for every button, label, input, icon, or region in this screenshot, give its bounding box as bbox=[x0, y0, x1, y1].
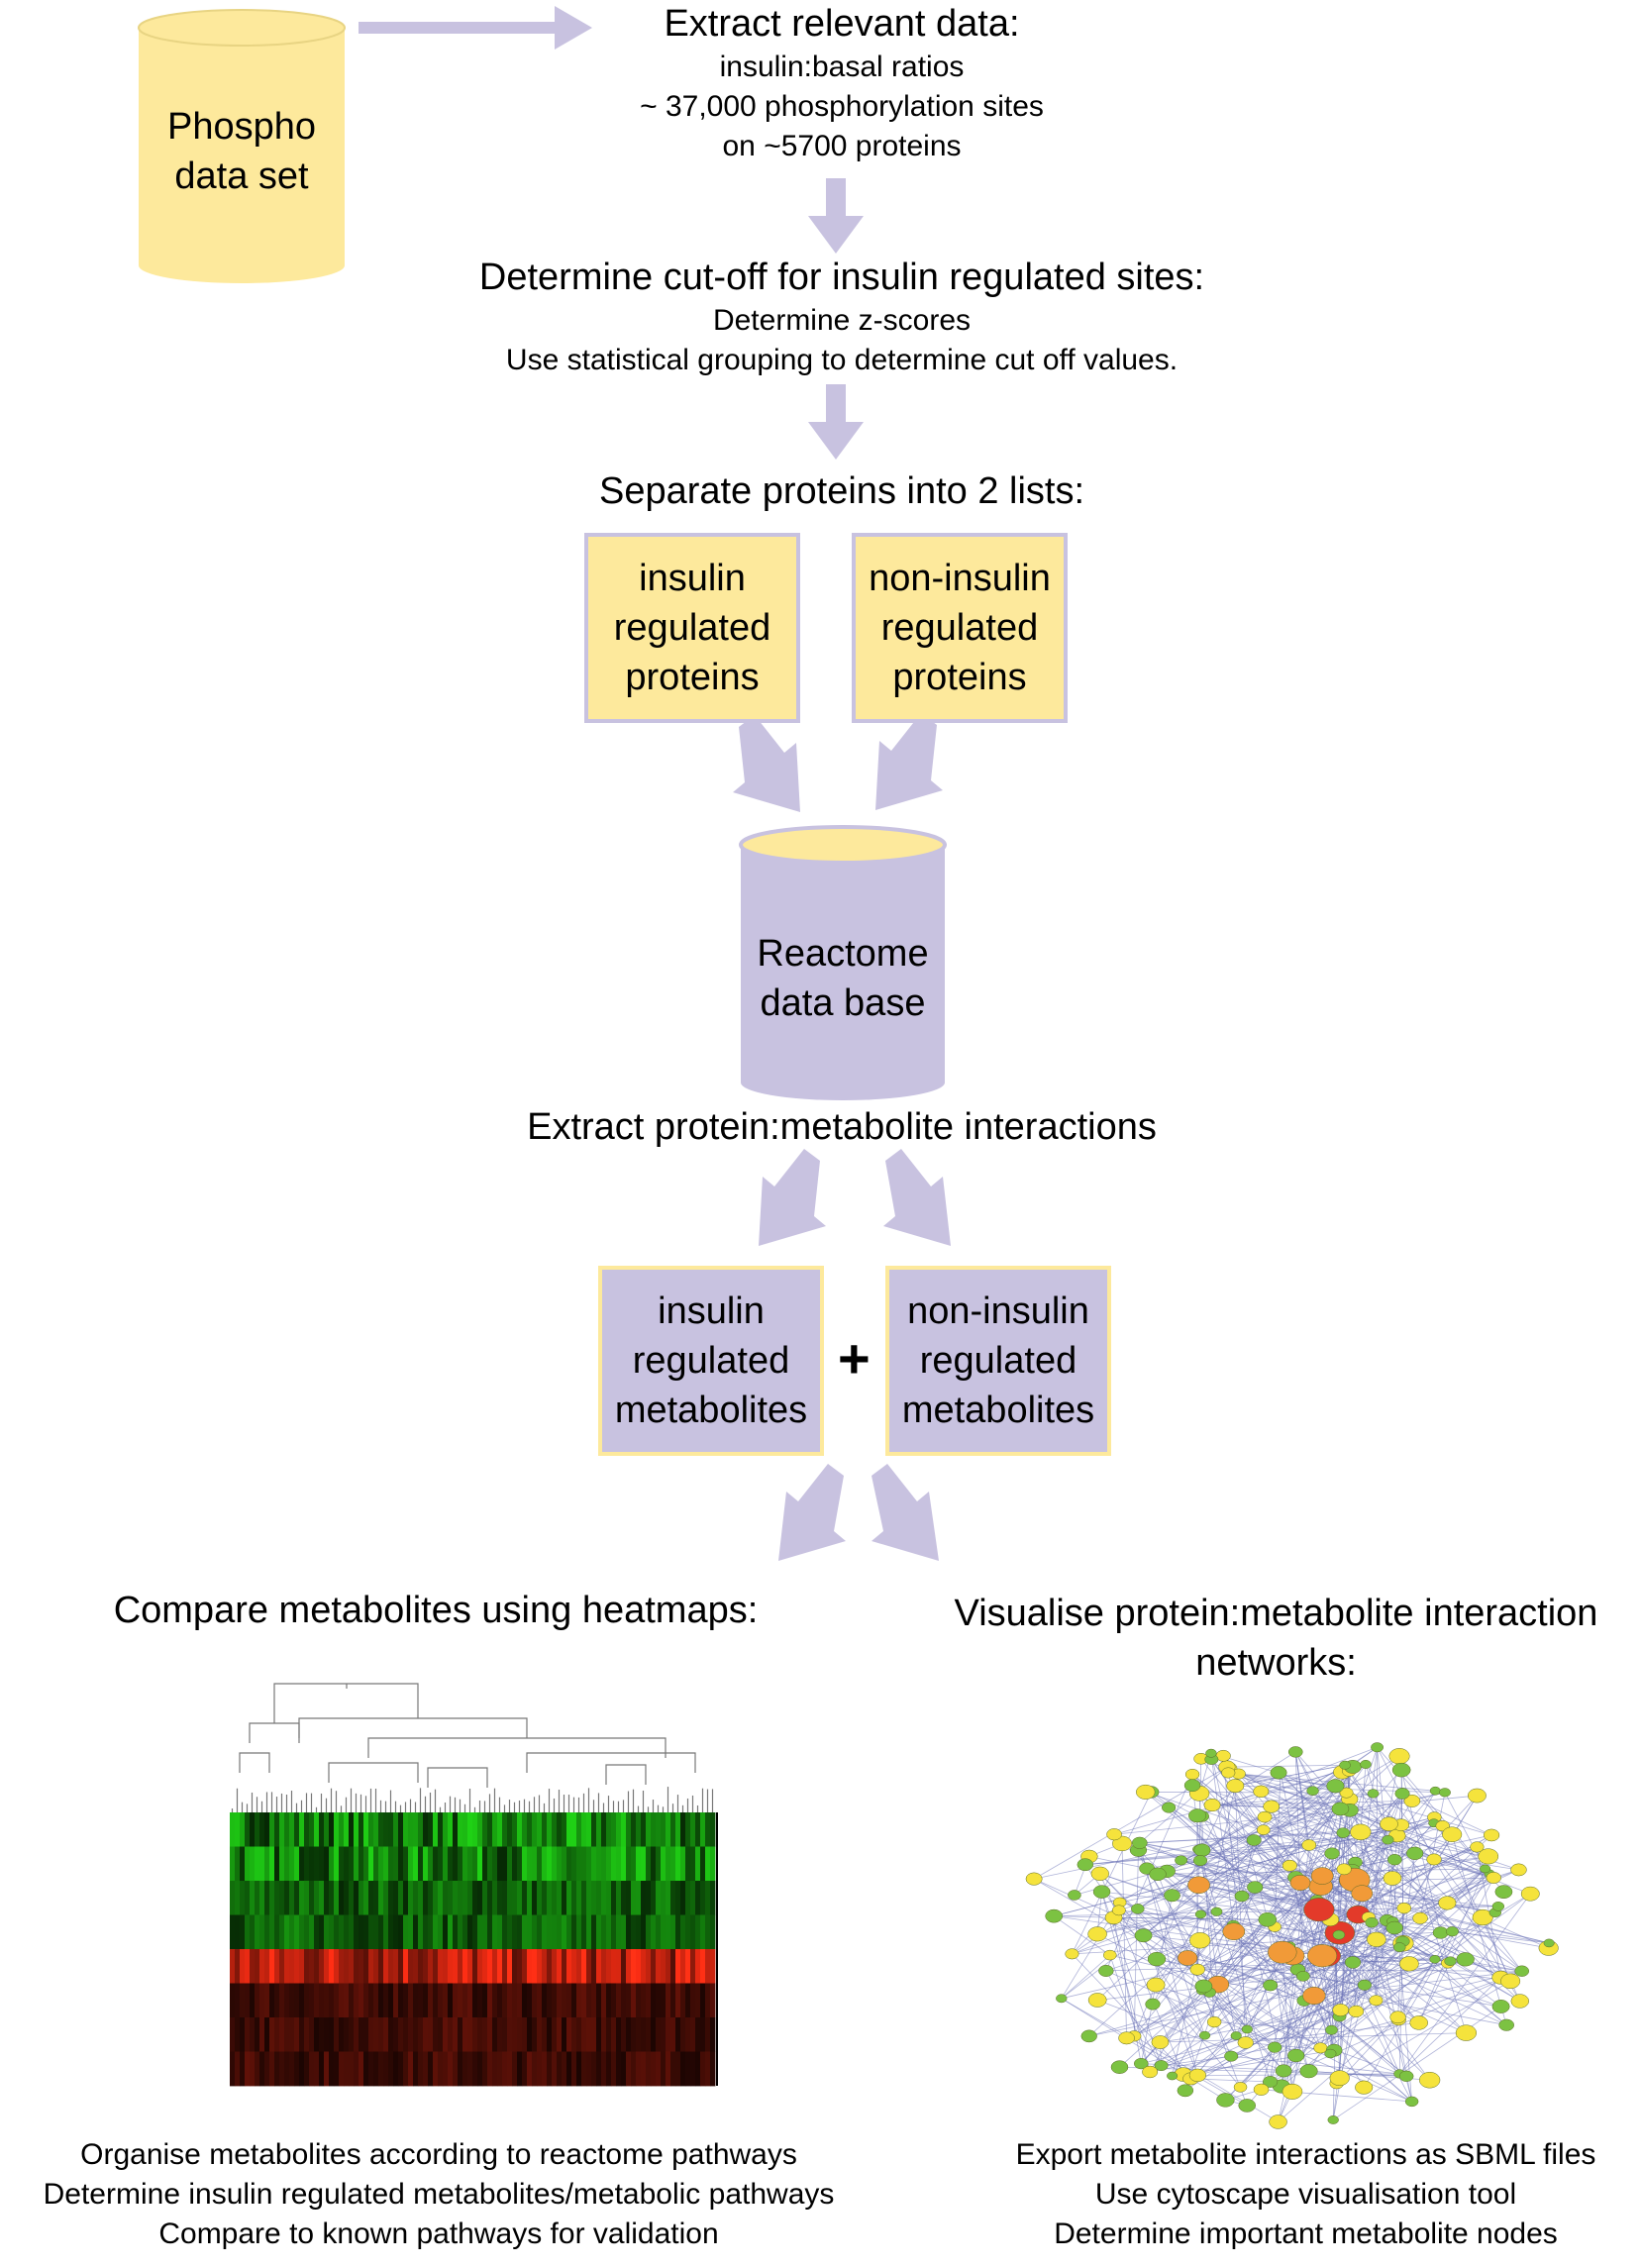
step1-heading: Extract relevant data: bbox=[664, 3, 1020, 45]
arrow-diag-left-extract bbox=[759, 1149, 826, 1246]
right-branch-details: Export metabolite interactions as SBML f… bbox=[971, 2135, 1641, 2254]
non-insulin-metabolites-box: non-insulin regulated metabolites bbox=[885, 1266, 1111, 1456]
left-branch-line: Determine insulin regulated metabolites/… bbox=[43, 2178, 835, 2211]
step2-details: Determine z-scores Use statistical group… bbox=[396, 301, 1287, 380]
arrow-down-1 bbox=[808, 178, 864, 254]
insulin-proteins-label: insulin regulated proteins bbox=[613, 558, 771, 698]
arrow-diag-right-protein bbox=[875, 713, 943, 810]
step1-line: on ~5700 proteins bbox=[722, 130, 962, 162]
insulin-proteins-box: insulin regulated proteins bbox=[584, 533, 800, 723]
left-branch-line: Compare to known pathways for validation bbox=[158, 2217, 719, 2250]
dendrogram bbox=[231, 1683, 714, 1812]
step4-heading: Extract protein:metabolite interactions bbox=[527, 1106, 1157, 1148]
step1-line: insulin:basal ratios bbox=[719, 51, 965, 83]
arrow-diag-right-extract bbox=[883, 1149, 951, 1246]
left-branch-line: Organise metabolites according to reacto… bbox=[80, 2138, 797, 2171]
step2-heading: Determine cut-off for insulin regulated … bbox=[478, 257, 1205, 298]
phospho-cylinder bbox=[138, 9, 346, 283]
reactome-label: Reactome data base bbox=[757, 933, 929, 1024]
arrow-down-2 bbox=[808, 384, 864, 460]
right-branch-heading: Visualise protein:metabolite interaction… bbox=[954, 1593, 1598, 1684]
insulin-metabolites-box: insulin regulated metabolites bbox=[598, 1266, 824, 1456]
phospho-label: Phospho data set bbox=[166, 106, 316, 197]
arrow-right-extract bbox=[359, 6, 592, 50]
arrow-diag-left-branch bbox=[778, 1464, 846, 1561]
left-branch-details: Organise metabolites according to reacto… bbox=[0, 2135, 877, 2254]
network-thumbnail bbox=[1025, 1742, 1559, 2129]
step3-heading: Separate proteins into 2 lists: bbox=[598, 470, 1085, 512]
arrow-diag-right-branch bbox=[872, 1464, 939, 1561]
right-branch-line: Export metabolite interactions as SBML f… bbox=[1015, 2138, 1596, 2171]
heatmap-thumbnail bbox=[230, 1683, 718, 2087]
non-insulin-proteins-label: non-insulin regulated proteins bbox=[869, 558, 1051, 698]
non-insulin-metabolites-label: non-insulin regulated metabolites bbox=[901, 1290, 1095, 1431]
right-branch-line: Determine important metabolite nodes bbox=[1054, 2217, 1558, 2250]
reactome-cylinder bbox=[739, 825, 947, 1100]
step1-details: insulin:basal ratios ~ 37,000 phosphoryl… bbox=[555, 48, 1129, 166]
plus-sign: + bbox=[838, 1327, 871, 1390]
right-branch-line: Use cytoscape visualisation tool bbox=[1094, 2178, 1517, 2211]
non-insulin-proteins-box: non-insulin regulated proteins bbox=[852, 533, 1068, 723]
step2-line: Determine z-scores bbox=[712, 304, 972, 337]
left-branch-heading: Compare metabolites using heatmaps: bbox=[113, 1590, 759, 1631]
insulin-metabolites-label: insulin regulated metabolites bbox=[614, 1290, 808, 1431]
step2-line: Use statistical grouping to determine cu… bbox=[505, 344, 1179, 376]
step1-line: ~ 37,000 phosphorylation sites bbox=[640, 90, 1044, 123]
arrow-diag-left-protein bbox=[733, 715, 800, 812]
